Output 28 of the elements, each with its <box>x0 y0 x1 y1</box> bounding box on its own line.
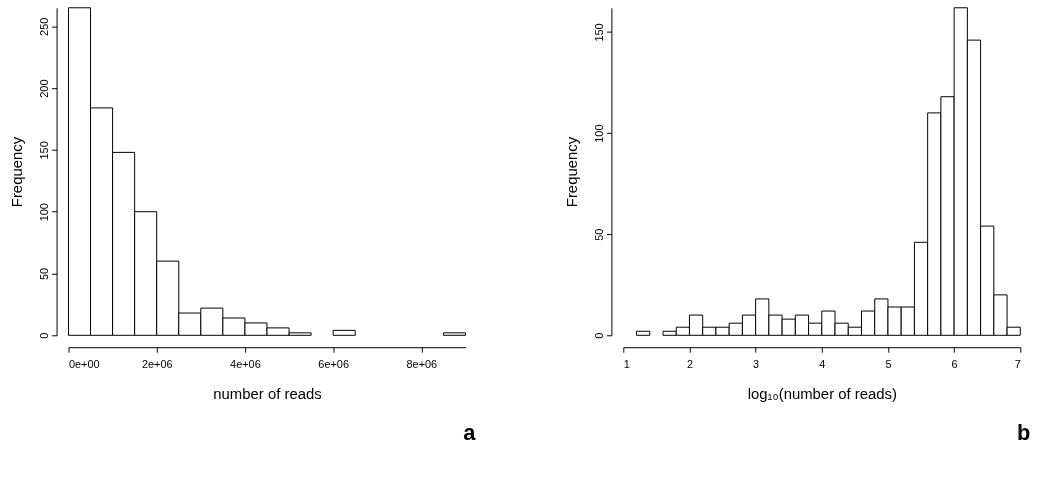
x-tick-label: 8e+06 <box>406 357 438 370</box>
x-tick-label: 0e+00 <box>68 357 100 370</box>
y-tick-label: 100 <box>38 203 51 222</box>
x-tick-label: 6 <box>951 357 958 370</box>
x-axis-title: number of reads <box>213 386 322 403</box>
text: a <box>463 419 477 445</box>
y-tick-label: 50 <box>592 228 605 241</box>
x-tick-label: 2 <box>686 357 693 370</box>
y-tick-label: 0 <box>592 332 605 339</box>
y-tick-label: 0 <box>38 332 51 339</box>
x-tick-label: 5 <box>885 357 892 370</box>
x-tick-label: 3 <box>753 357 760 370</box>
y-axis-title: Frequency <box>564 136 581 208</box>
x-tick-label: 1 <box>623 357 630 370</box>
y-tick-label: 150 <box>38 141 51 160</box>
y-tick-label: 50 <box>38 267 51 281</box>
x-tick-label: 2e+06 <box>141 357 173 370</box>
y-tick-label: 200 <box>38 79 51 98</box>
x-tick-label: 7 <box>1014 357 1021 370</box>
y-tick-label: 250 <box>38 17 51 36</box>
x-tick-label: 6e+06 <box>318 357 349 370</box>
x-axis-title: log₁₀(number of reads) <box>747 386 897 403</box>
text: b <box>1016 419 1031 445</box>
y-tick-label: 100 <box>592 124 605 143</box>
y-tick-label: 150 <box>592 23 605 42</box>
y-axis-title: Frequency <box>9 136 26 208</box>
x-tick-label: 4e+06 <box>230 357 261 370</box>
x-tick-label: 4 <box>819 357 826 370</box>
